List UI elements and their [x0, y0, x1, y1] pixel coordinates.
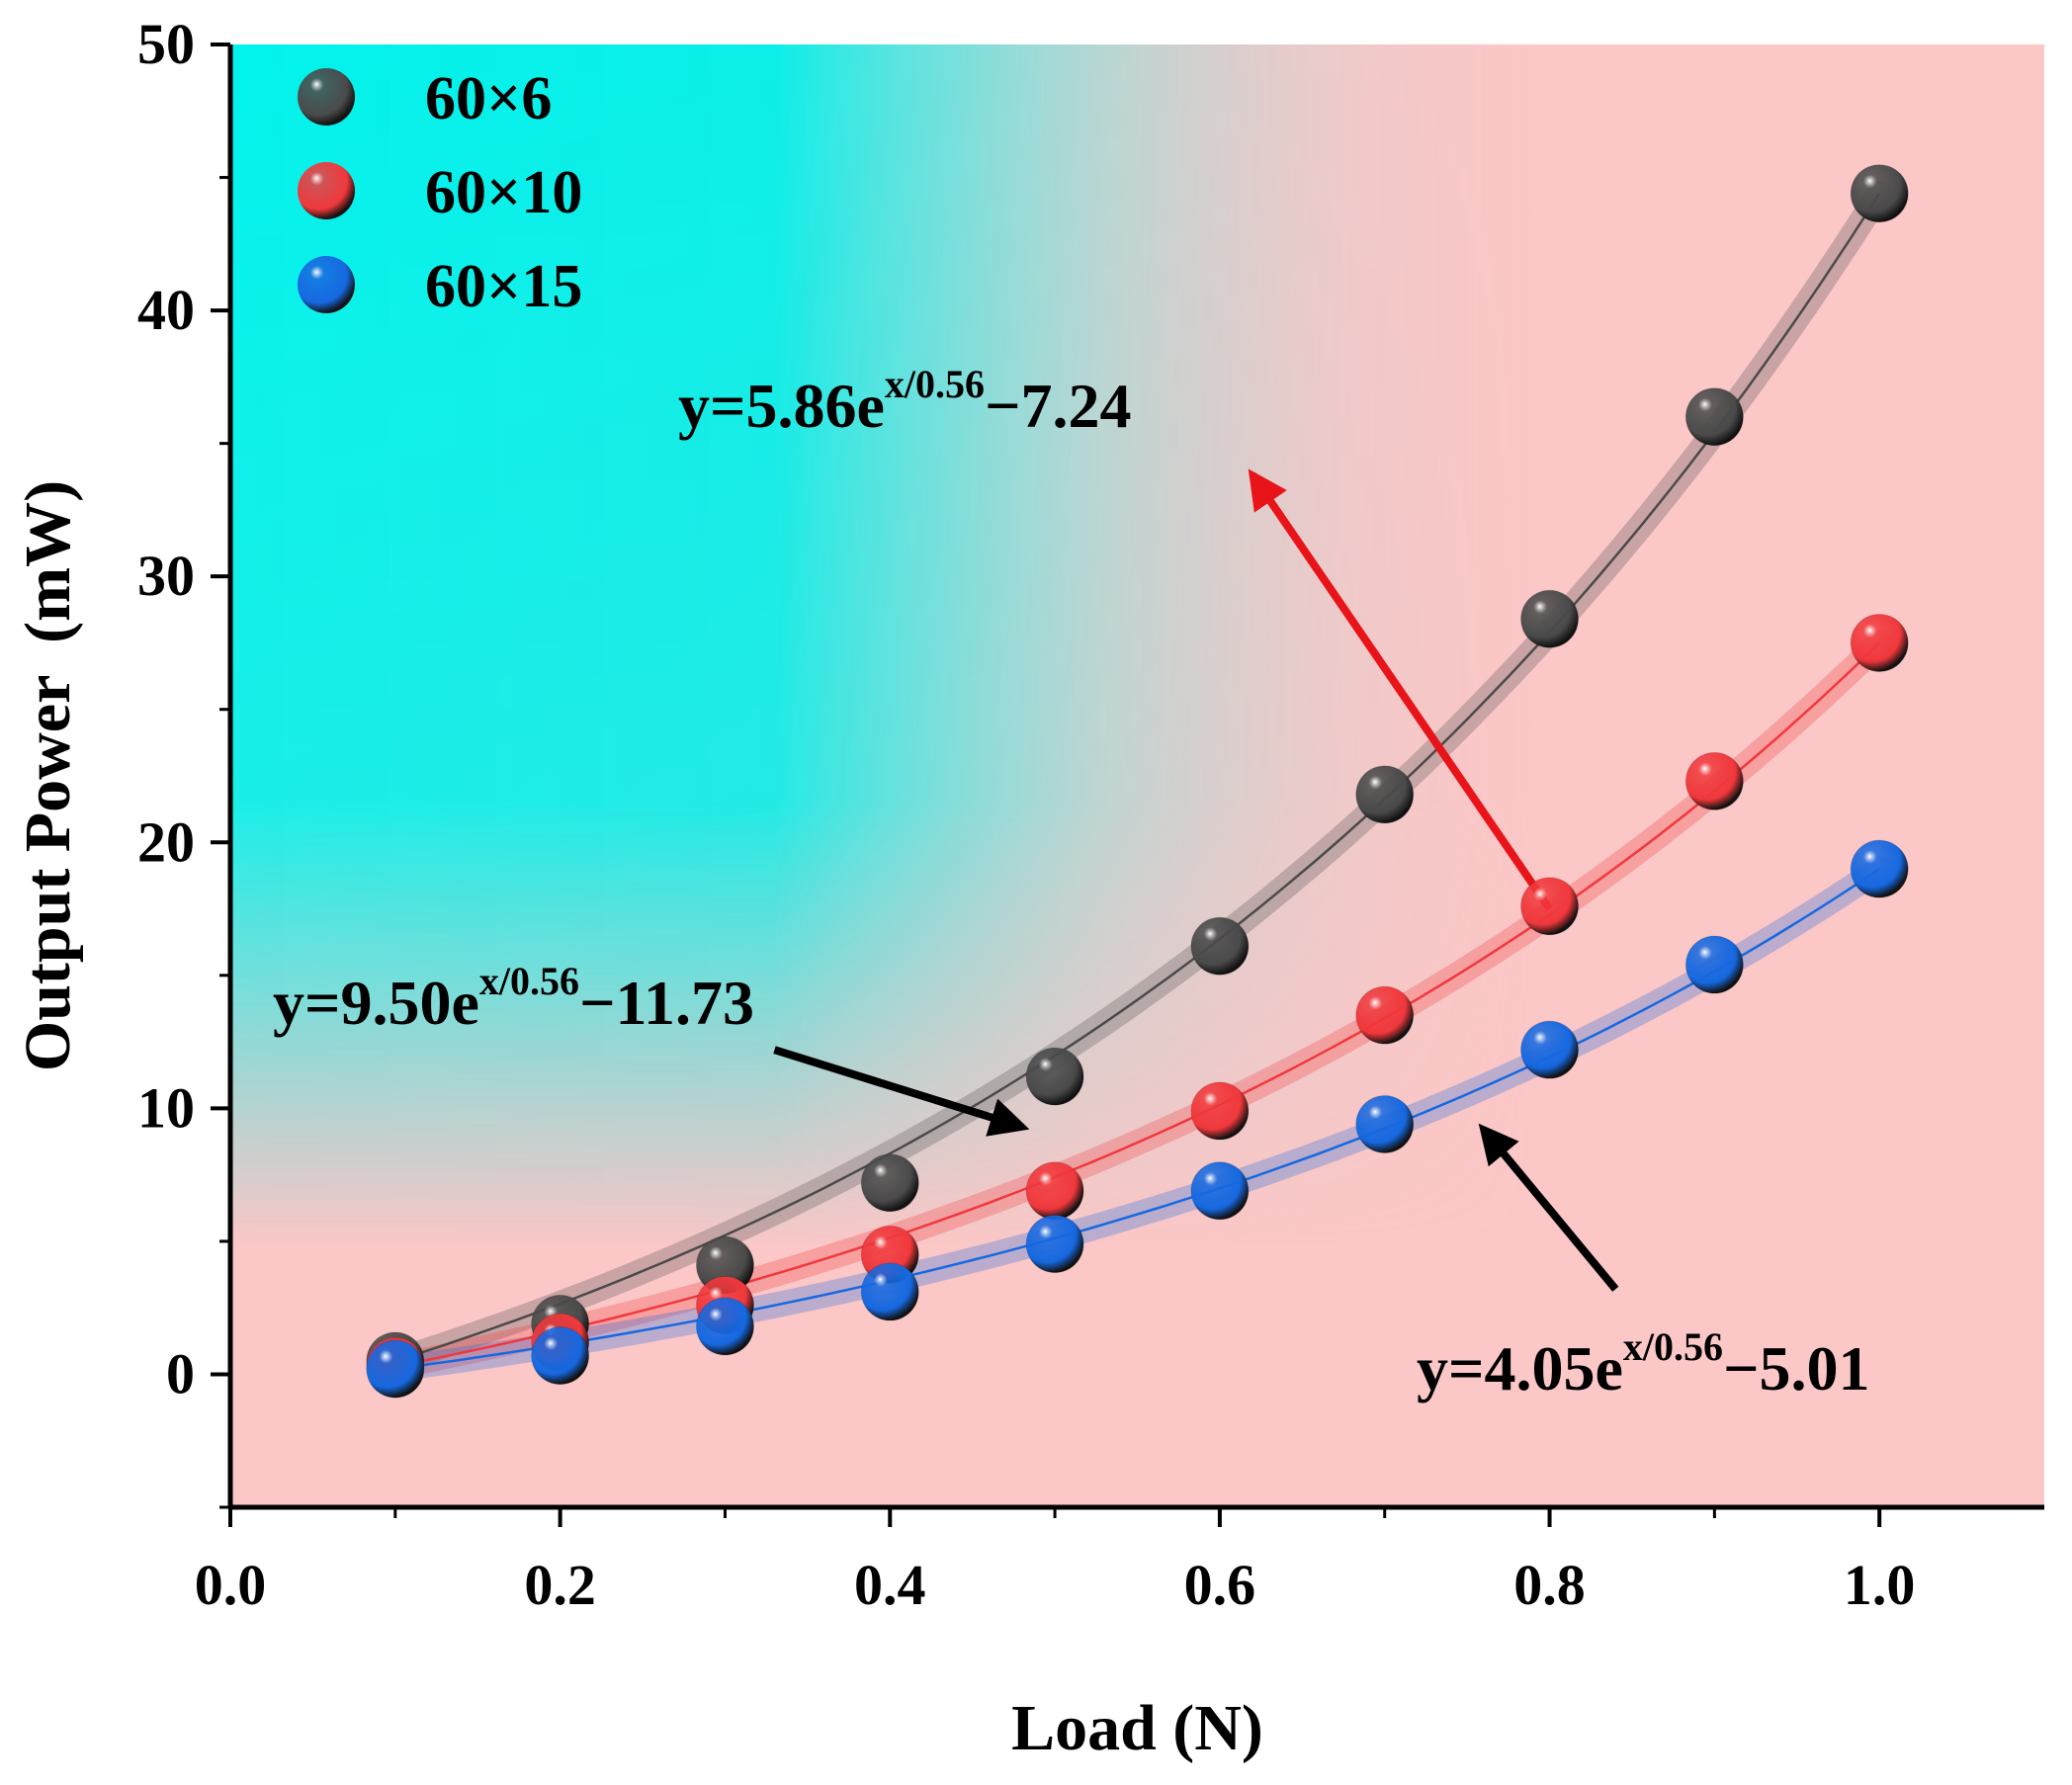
legend: 60×6 60×10 60×15	[298, 65, 582, 320]
equation-tail: −5.01	[1723, 1333, 1869, 1403]
x-axis-title: Load (N)	[1011, 1692, 1263, 1764]
equation-tail: −11.73	[579, 968, 754, 1038]
equation-exponent: x/0.56	[885, 362, 985, 406]
x-tick-label: 0.6	[1184, 1553, 1256, 1617]
legend-label-2: 60×10	[425, 159, 582, 226]
equation-annotations: y=5.86ex/0.56−7.24y=9.50ex/0.56−11.73y=4…	[273, 362, 1869, 1403]
data-point-3-8	[1520, 1020, 1580, 1079]
data-points	[366, 164, 1909, 1399]
y-tick-label: 0	[166, 1341, 195, 1405]
annotation-arrow-3	[1478, 1123, 1619, 1292]
data-point-2-9	[1684, 751, 1744, 810]
y-tick-label: 50	[137, 12, 195, 76]
equation-2: y=9.50ex/0.56−11.73	[273, 959, 754, 1038]
data-point-1-10	[1850, 164, 1909, 223]
data-point-2-7	[1355, 985, 1415, 1045]
y-tick-label: 40	[137, 278, 195, 342]
fit-curve-3	[394, 868, 1880, 1371]
data-point-1-7	[1355, 765, 1415, 824]
legend-marker-2	[298, 162, 355, 219]
equation-tail: −7.24	[985, 371, 1131, 441]
data-point-3-4	[860, 1262, 919, 1321]
y-tick-label: 10	[137, 1075, 195, 1140]
y-tick-label: 30	[137, 544, 195, 608]
data-point-3-10	[1850, 839, 1909, 898]
fit-curve-2	[394, 641, 1881, 1368]
data-point-1-4	[860, 1153, 919, 1213]
data-point-2-6	[1190, 1081, 1250, 1141]
fit-curve-1	[394, 193, 1881, 1363]
annotation-arrow-1	[1248, 468, 1553, 911]
legend-marker-3	[298, 256, 355, 313]
data-point-1-5	[1025, 1047, 1084, 1106]
annotation-arrows	[773, 468, 1619, 1292]
x-tick-label: 0.8	[1513, 1553, 1586, 1617]
equation-exponent: x/0.56	[1623, 1324, 1723, 1369]
data-point-1-9	[1684, 387, 1744, 447]
data-point-3-3	[695, 1297, 754, 1356]
annotation-arrow-2	[773, 1046, 1030, 1137]
data-point-3-7	[1355, 1095, 1415, 1154]
data-point-3-5	[1025, 1215, 1084, 1274]
data-point-3-1	[366, 1339, 425, 1399]
axes: 0.0 0.2 0.4 0.6 0.8 1.0 0 10 20 30 40 50 Load (N) Out…	[12, 12, 2044, 1764]
y-tick-label: 20	[137, 809, 195, 874]
x-tick-label: 1.0	[1844, 1553, 1916, 1617]
fit-curves	[394, 193, 1881, 1371]
data-point-2-8	[1520, 877, 1580, 936]
legend-label-3: 60×15	[425, 253, 582, 320]
data-point-2-10	[1850, 613, 1909, 672]
x-tick-label: 0.4	[854, 1553, 926, 1617]
data-point-2-5	[1025, 1161, 1084, 1221]
x-tick-label: 0.0	[195, 1553, 267, 1617]
equation-main: y=9.50e	[273, 968, 479, 1038]
data-point-3-2	[531, 1326, 590, 1386]
legend-marker-1	[298, 68, 355, 126]
y-axis-title: Output Power (mW)	[12, 480, 84, 1071]
equation-1: y=5.86ex/0.56−7.24	[678, 362, 1131, 441]
equation-3: y=4.05ex/0.56−5.01	[1417, 1324, 1869, 1403]
data-point-1-6	[1190, 916, 1250, 976]
data-point-3-6	[1190, 1161, 1250, 1221]
equation-exponent: x/0.56	[479, 959, 579, 1003]
data-point-1-8	[1520, 589, 1580, 648]
legend-label-1: 60×6	[425, 65, 552, 132]
x-tick-label: 0.2	[524, 1553, 596, 1617]
equation-main: y=5.86e	[678, 371, 885, 441]
data-point-3-9	[1684, 935, 1744, 994]
equation-main: y=4.05e	[1417, 1333, 1623, 1403]
